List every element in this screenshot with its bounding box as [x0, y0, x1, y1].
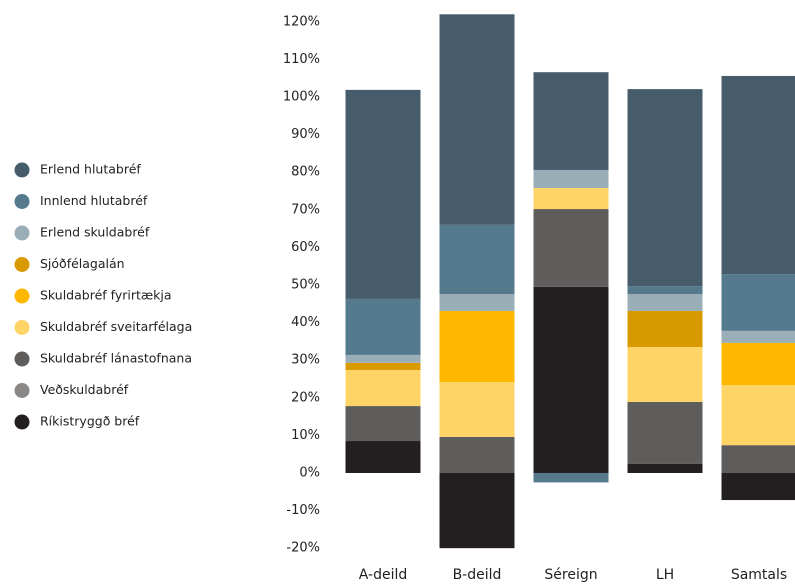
legend-label: Ríkistryggð bréf	[40, 414, 140, 429]
legend-swatch	[14, 194, 30, 209]
y-tick-label: 80%	[291, 165, 320, 180]
bar-segment	[345, 369, 421, 407]
y-tick-label: 60%	[291, 240, 320, 255]
bar-segment	[439, 472, 515, 549]
bar-segment	[627, 89, 703, 287]
bar-segment	[345, 89, 421, 299]
bar-segment	[627, 463, 703, 473]
bar-segment	[439, 436, 515, 473]
bar-segment	[721, 342, 795, 386]
bar-segment	[345, 362, 421, 370]
bar-segment	[439, 382, 515, 437]
legend-label: Skuldabréf lánastofnana	[40, 351, 192, 366]
x-tick-label: Séreign	[544, 567, 597, 583]
bar-segment	[627, 294, 703, 311]
bar-segment	[533, 286, 609, 473]
legend-swatch	[14, 225, 30, 241]
bar-segment	[345, 406, 421, 442]
bar-segment	[627, 310, 703, 348]
bar-segment	[721, 472, 795, 501]
bar-segment	[439, 294, 515, 311]
legend-label: Sjóðfélagalán	[40, 256, 125, 271]
y-tick-label: 20%	[291, 390, 320, 405]
bar-segment	[721, 75, 795, 275]
bar-segment	[721, 274, 795, 331]
bar-segment	[721, 385, 795, 446]
bar-segment	[627, 347, 703, 402]
y-tick-label: 10%	[291, 428, 320, 443]
y-tick-label: 90%	[291, 127, 320, 142]
bar-segment	[533, 472, 609, 483]
bar-segment	[345, 441, 421, 473]
bar-segment	[721, 330, 795, 343]
y-tick-label: 0%	[299, 465, 320, 480]
y-tick-label: -10%	[286, 503, 320, 518]
legend-label: Skuldabréf fyrirtækja	[40, 288, 172, 303]
y-tick-label: 40%	[291, 315, 320, 330]
y-tick-label: 100%	[283, 90, 320, 105]
legend-label: Erlend skuldabréf	[40, 225, 150, 240]
legend-label: Innlend hlutabréf	[40, 193, 148, 208]
bar-segment	[345, 354, 421, 363]
y-tick-label: 30%	[291, 353, 320, 368]
legend-swatch	[14, 257, 30, 272]
bar-segment	[439, 310, 515, 383]
legend-swatch	[14, 288, 30, 304]
legend-label: Veðskuldabréf	[40, 382, 129, 397]
bar-segment	[533, 169, 609, 188]
bar-segment	[533, 72, 609, 170]
bar-segment	[721, 445, 795, 473]
legend-swatch	[14, 162, 30, 178]
bar-segment	[627, 286, 703, 295]
legend-swatch	[14, 320, 30, 335]
y-tick-label: 110%	[283, 52, 320, 67]
x-tick-label: B-deild	[453, 567, 502, 583]
y-tick-label: 70%	[291, 202, 320, 217]
y-tick-label: 50%	[291, 278, 320, 293]
bar-segment	[533, 209, 609, 287]
bar-segment	[439, 224, 515, 295]
x-tick-label: A-deild	[359, 567, 408, 583]
y-tick-label: -20%	[286, 541, 320, 556]
bar-segment	[439, 14, 515, 225]
bar-segment	[627, 401, 703, 464]
y-tick-label: 120%	[283, 14, 320, 29]
x-tick-label: LH	[656, 567, 674, 583]
legend-swatch	[14, 383, 30, 398]
legend-swatch	[14, 351, 30, 367]
legend-label: Skuldabréf sveitarfélaga	[40, 319, 192, 334]
legend-label: Erlend hlutabréf	[40, 162, 141, 177]
bar-segment	[533, 187, 609, 210]
legend-swatch	[14, 414, 30, 430]
x-tick-label: Samtals	[731, 567, 787, 583]
bar-segment	[345, 298, 421, 355]
